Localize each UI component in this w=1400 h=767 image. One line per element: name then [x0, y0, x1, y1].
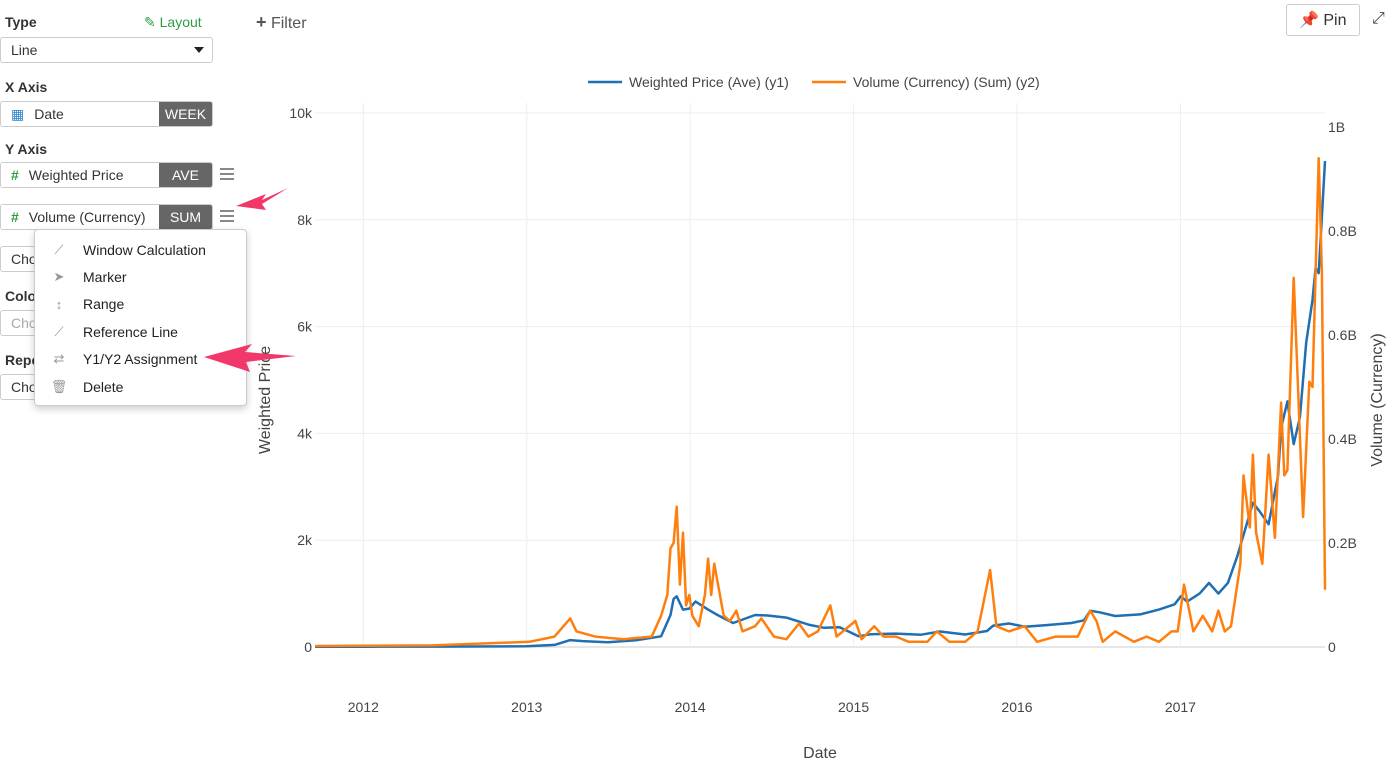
- chart-legend: Weighted Price (Ave) (y1) Volume (Curren…: [588, 74, 1040, 90]
- hamburger-menu-icon[interactable]: [220, 168, 234, 180]
- filter-label: Filter: [270, 15, 307, 32]
- y-axis-field-1[interactable]: # Weighted Price AVE: [0, 162, 213, 188]
- layout-link-label: Layout: [159, 14, 202, 30]
- menu-item-range[interactable]: ↕ Range: [35, 291, 246, 318]
- filter-button[interactable]: + Filter: [256, 12, 307, 33]
- x-tick-label: 2016: [1001, 699, 1032, 715]
- x-field-name: Date: [34, 106, 64, 122]
- x-tick-label: 2015: [838, 699, 869, 715]
- y-field-name: Volume (Currency): [28, 209, 146, 225]
- y2-tick-label: 0.8B: [1328, 223, 1357, 239]
- y-agg-button[interactable]: SUM: [159, 205, 212, 229]
- menu-item-y1-y2-assignment[interactable]: ⇄ Y1/Y2 Assignment: [35, 346, 246, 373]
- menu-item-label: Reference Line: [83, 323, 178, 340]
- vertical-arrows-icon: ↕: [55, 296, 63, 312]
- y-tick-label: 0: [304, 639, 312, 655]
- pencil-icon: ✎: [144, 14, 156, 30]
- x-tick-label: 2012: [348, 699, 379, 715]
- y-agg-button[interactable]: AVE: [159, 163, 212, 187]
- repeat-label: Repe: [5, 352, 40, 368]
- menu-item-reference-line[interactable]: ⟋ Reference Line: [35, 318, 246, 345]
- line-chart-icon: ⟋: [54, 241, 64, 257]
- trash-icon: 🗑: [50, 378, 68, 394]
- hamburger-menu-icon[interactable]: [220, 210, 234, 222]
- y2-tick-label: 0.6B: [1328, 327, 1357, 343]
- menu-item-marker[interactable]: ➤ Marker: [35, 263, 246, 290]
- type-label: Type: [5, 14, 37, 30]
- y-tick-label: 6k: [297, 319, 313, 335]
- x-tick-label: 2013: [511, 699, 542, 715]
- menu-item-label: Delete: [83, 378, 124, 395]
- x-tick-label: 2017: [1165, 699, 1196, 715]
- x-agg-button[interactable]: WEEK: [159, 102, 212, 126]
- y-tick-label: 4k: [297, 425, 313, 441]
- menu-item-label: Range: [83, 296, 125, 313]
- y2-tick-label: 1B: [1328, 119, 1345, 135]
- menu-item-label: Marker: [83, 269, 127, 286]
- pin-label: Pin: [1323, 12, 1347, 29]
- pin-button[interactable]: 📌 Pin: [1286, 4, 1360, 36]
- calendar-icon: ▦: [11, 105, 25, 122]
- expand-icon[interactable]: ⤢: [1372, 10, 1385, 27]
- y-axis-title: Weighted Price: [257, 346, 274, 454]
- y2-tick-label: 0: [1328, 639, 1336, 655]
- y-axis-label: Y Axis: [5, 141, 48, 157]
- series-line-y1: [315, 161, 1327, 648]
- y2-axis-title: Volume (Currency): [1369, 333, 1386, 466]
- y-tick-label: 2k: [297, 532, 313, 548]
- legend-entry-y1[interactable]: Weighted Price (Ave) (y1): [629, 74, 789, 90]
- y-tick-label: 8k: [297, 212, 313, 228]
- chart-type-value: Line: [11, 42, 38, 58]
- caret-down-icon: [194, 47, 204, 58]
- menu-item-delete[interactable]: 🗑 Delete: [35, 373, 246, 400]
- menu-item-window-calculation[interactable]: ⟋ Window Calculation: [35, 236, 246, 263]
- swap-icon: ⇄: [53, 351, 65, 367]
- x-axis-label: X Axis: [5, 79, 48, 95]
- y-field-name: Weighted Price: [28, 167, 124, 183]
- y2-tick-label: 0.2B: [1328, 535, 1357, 551]
- x-axis-field[interactable]: ▦ Date WEEK: [0, 101, 213, 127]
- field-options-menu: ⟋ Window Calculation ➤ Marker ↕ Range ⟋ Refe…: [34, 229, 247, 406]
- number-icon: #: [11, 167, 19, 183]
- number-icon: #: [11, 209, 19, 225]
- line-chart-icon: ⟋: [54, 323, 64, 339]
- y-tick-label: 10k: [289, 105, 313, 121]
- annotation-arrow: [204, 344, 296, 372]
- pin-icon: 📌: [1299, 12, 1319, 29]
- legend-entry-y2[interactable]: Volume (Currency) (Sum) (y2): [853, 74, 1040, 90]
- color-label: Colo: [5, 288, 37, 304]
- y-axis-field-2[interactable]: # Volume (Currency) SUM: [0, 204, 213, 230]
- x-axis-title: Date: [803, 745, 837, 762]
- menu-item-label: Window Calculation: [83, 241, 206, 258]
- y2-tick-label: 0.4B: [1328, 431, 1357, 447]
- layout-link[interactable]: ✎ Layout: [144, 14, 202, 31]
- x-tick-label: 2014: [675, 699, 706, 715]
- cursor-icon: ➤: [53, 269, 65, 285]
- plus-icon: +: [256, 12, 267, 32]
- annotation-arrow: [236, 188, 288, 210]
- menu-item-label: Y1/Y2 Assignment: [83, 351, 198, 368]
- chart-type-select[interactable]: Line: [0, 37, 213, 63]
- series-line-y2: [314, 156, 1327, 648]
- choose-field-3[interactable]: Cho: [0, 374, 60, 400]
